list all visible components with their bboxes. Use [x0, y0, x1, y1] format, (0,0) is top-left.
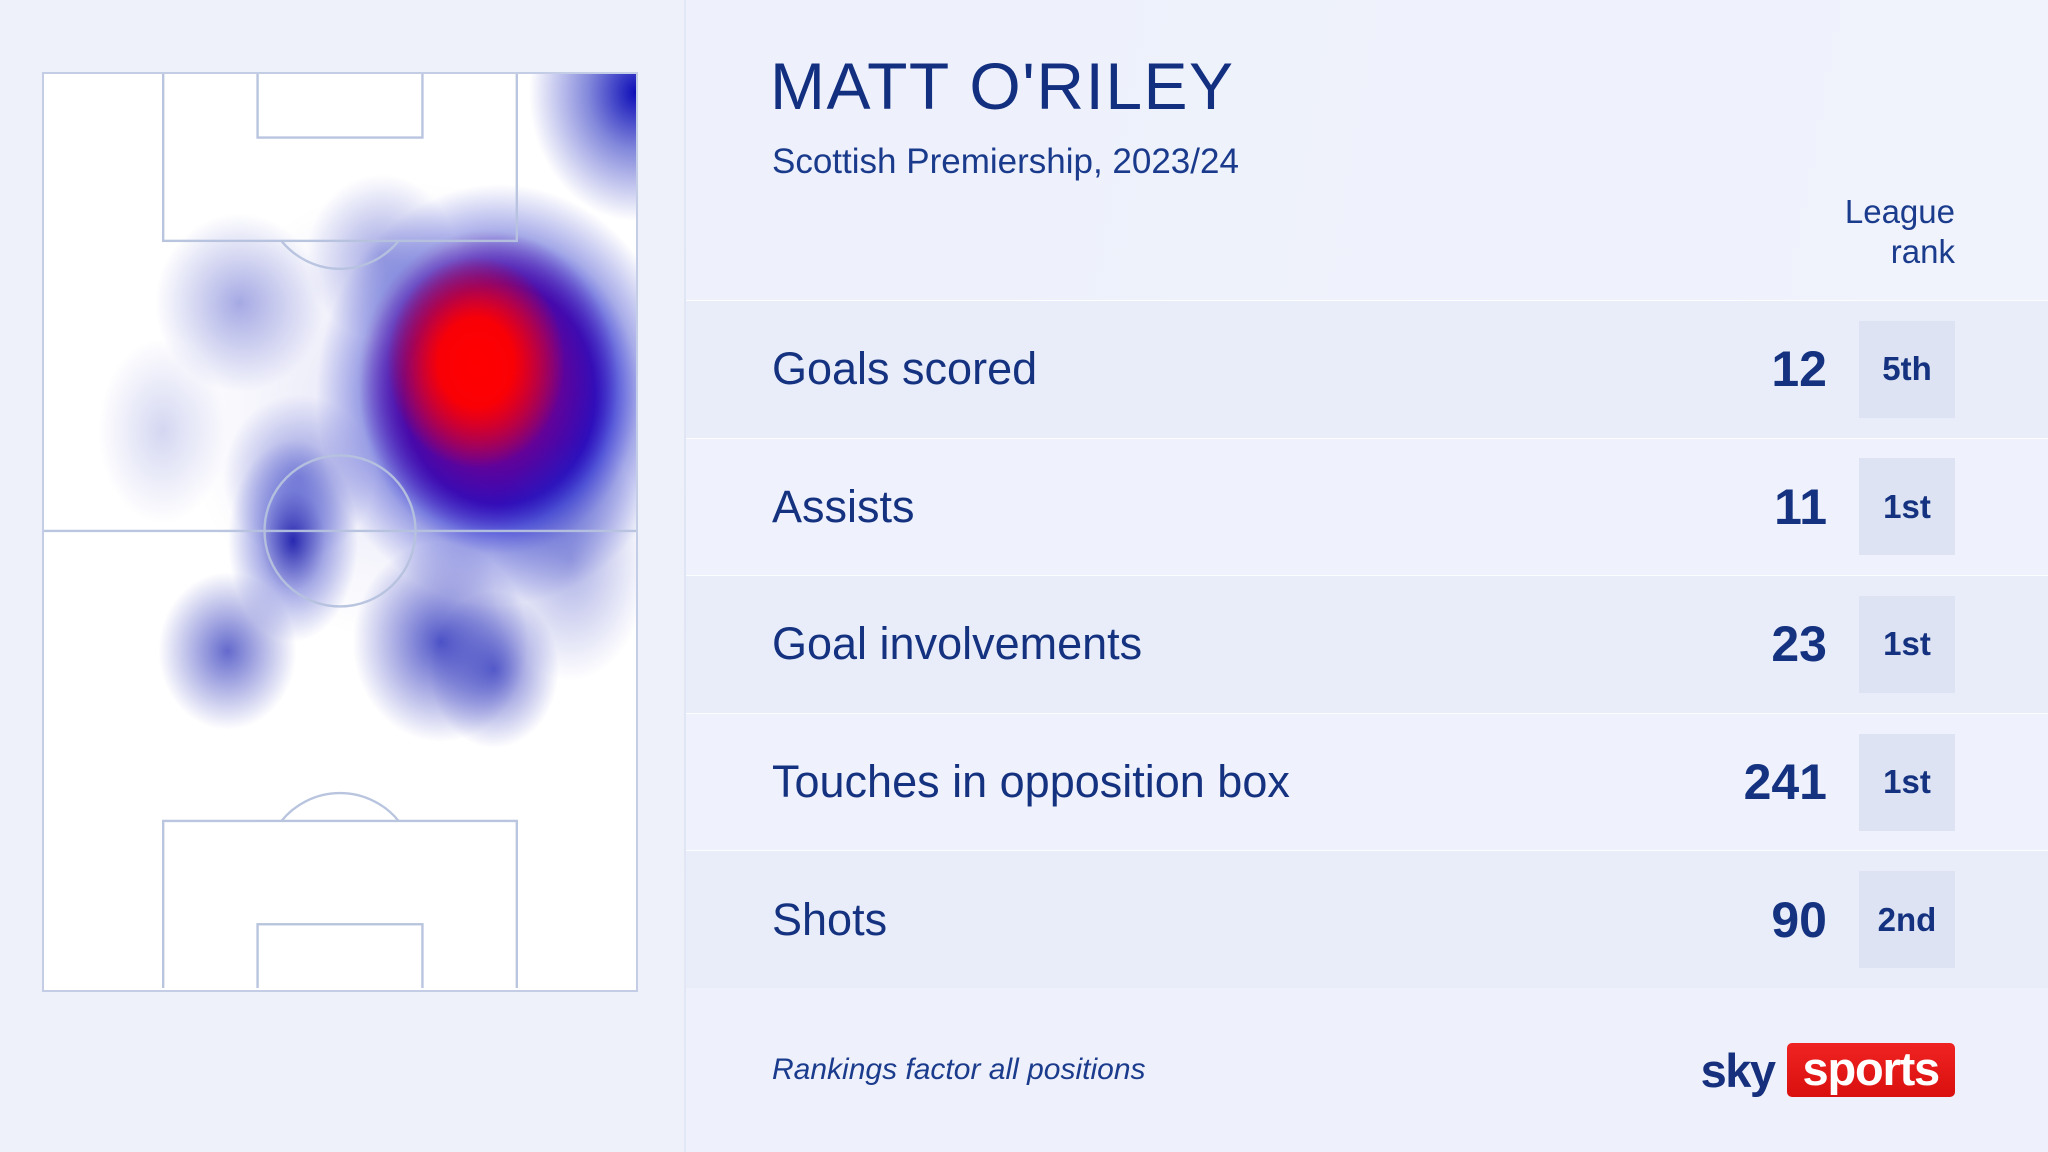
stats-table: Goals scored 12 5th Assists 11 1st Goal … [686, 300, 2048, 988]
league-rank-line-1: League [1844, 193, 1955, 230]
sky-wordmark: sky [1700, 1043, 1776, 1097]
stat-value: 241 [1743, 754, 1827, 811]
stat-label: Goals scored [772, 343, 1038, 395]
status-badge: 1st [1859, 595, 1955, 693]
sports-wordmark: sports [1786, 1042, 1955, 1097]
table-row: Assists 11 1st [686, 437, 2048, 576]
panel-divider [684, 0, 686, 1152]
table-row: Shots 90 2nd [686, 850, 2048, 988]
heat-blob-primary-core [387, 257, 565, 468]
page-title: MATT O'RILEY [770, 49, 1235, 123]
heat-blob-left-wide [79, 312, 246, 551]
table-row: Goal involvements 23 1st [686, 575, 2048, 713]
footnote: Rankings factor all positions [772, 1053, 1146, 1086]
league-rank-column-header: League rank [1735, 192, 1955, 273]
heat-blob-right-midfield [411, 568, 577, 771]
stat-value: 90 [1771, 891, 1827, 948]
status-badge: 1st [1859, 458, 1955, 556]
stats-panel: MATT O'RILEY Scottish Premiership, 2023/… [686, 0, 2048, 1152]
stat-label: Touches in opposition box [772, 756, 1290, 808]
heat-blob-right-flank [470, 403, 636, 716]
stat-label: Assists [772, 480, 915, 532]
stats-header: MATT O'RILEY Scottish Premiership, 2023/… [686, 0, 2048, 300]
competition-subtitle: Scottish Premiership, 2023/24 [772, 142, 1239, 181]
stat-value: 12 [1771, 341, 1827, 398]
status-badge: 5th [1859, 320, 1955, 418]
status-badge: 2nd [1859, 871, 1955, 969]
status-badge: 1st [1859, 733, 1955, 831]
stats-footer: Rankings factor all positions sky sports [686, 988, 2048, 1152]
football-pitch-heatmap [42, 72, 638, 992]
table-row: Touches in opposition box 241 1st [686, 712, 2048, 851]
league-rank-line-2: rank [1890, 233, 1955, 271]
stat-label: Shots [772, 893, 888, 945]
stat-label: Goal involvements [772, 618, 1143, 670]
sky-sports-logo: sky sports [1700, 1042, 1955, 1097]
stat-value: 11 [1774, 478, 1827, 535]
stat-value: 23 [1771, 616, 1827, 673]
heat-blob-left-centre [138, 550, 317, 752]
heatmap-panel [0, 0, 686, 1152]
heatmap-layer [44, 74, 636, 990]
table-row: Goals scored 12 5th [686, 300, 2048, 438]
